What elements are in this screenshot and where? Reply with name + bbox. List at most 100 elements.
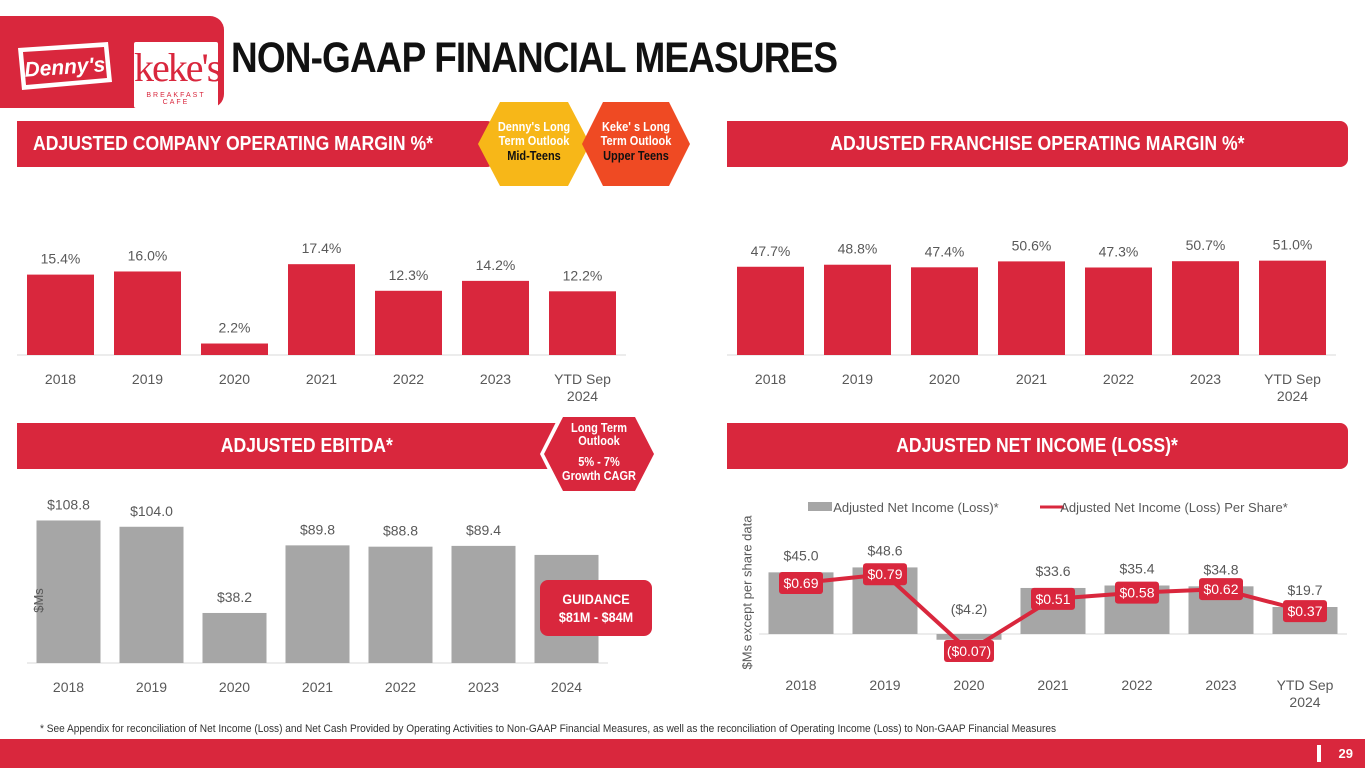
- ebitda-data-label: $108.8: [47, 496, 90, 512]
- guidance-value: $81M - $84M: [558, 609, 634, 625]
- per-share-label: $0.62: [1203, 581, 1238, 597]
- franchise_margin-bar: [1259, 260, 1326, 355]
- franchise_margin-tick-label: 2021: [1016, 371, 1047, 387]
- franchise_margin-bar: [737, 266, 804, 355]
- dennys-outlook-line1: Denny's Long: [497, 120, 571, 134]
- ebitda-data-label: $89.8: [300, 521, 335, 537]
- dennys-outlook-value: Mid-Teens: [507, 149, 561, 163]
- per-share-label-box: [944, 640, 994, 662]
- bottom-bar: 29: [0, 739, 1365, 768]
- kekes-logo-text: keke's: [134, 45, 222, 90]
- per-share-label-box: [1031, 587, 1075, 610]
- logo-panel: Denny's keke's BREAKFAST CAFE: [0, 16, 224, 108]
- per-share-label: ($0.07): [947, 643, 991, 659]
- section-bar-franchise-margin: ADJUSTED FRANCHISE OPERATING MARGIN %*: [727, 121, 1348, 167]
- net-income-tick-label: 2018: [785, 677, 816, 693]
- ebitda-data-label: $89.4: [466, 522, 501, 538]
- net-income-bar-label: $35.4: [1119, 561, 1154, 577]
- ebitda-tick-label: 2023: [468, 679, 499, 695]
- per-share-label: $0.37: [1287, 603, 1322, 619]
- net-income-tick-label: 2020: [953, 677, 984, 693]
- ebitda-outlook-line2: Outlook: [578, 434, 620, 448]
- section-title-company-margin: ADJUSTED COMPANY OPERATING MARGIN %*: [33, 132, 433, 155]
- net-income-ylabel: $Ms except per share data: [739, 515, 755, 670]
- per-share-label: $0.58: [1119, 585, 1154, 601]
- ebitda-outlook-line4: Growth CAGR: [562, 469, 636, 483]
- company_margin-bar: [288, 264, 355, 355]
- company_margin-data-label: 12.2%: [563, 267, 603, 283]
- franchise_margin-tick-label: YTD Sep 2024: [1264, 371, 1321, 404]
- per-share-label-box: [1115, 581, 1159, 604]
- per-share-label-box: [863, 563, 907, 586]
- company_margin-bar: [114, 271, 181, 355]
- net-income-tick-label: 2022: [1121, 677, 1152, 693]
- per-share-label-box: [779, 572, 823, 594]
- company_margin-data-label: 16.0%: [128, 247, 168, 263]
- franchise_margin-data-label: 47.4%: [925, 243, 965, 259]
- legend-label-bar: Adjusted Net Income (Loss)*: [833, 500, 998, 515]
- kekes-outlook-value: Upper Teens: [603, 149, 669, 163]
- dennys-logo: Denny's: [18, 42, 112, 90]
- ebitda-outlook-line3: 5% - 7%: [578, 455, 620, 469]
- ebitda-tick-label: 2024: [551, 679, 582, 695]
- net-income-tick-label: 2019: [869, 677, 900, 693]
- hexagon-shape: [478, 102, 590, 186]
- ebitda-outlook-badge: Long Term Outlook 5% - 7% Growth CAGR: [540, 414, 658, 494]
- legend-label-line: Adjusted Net Income (Loss) Per Share*: [1060, 500, 1288, 515]
- dennys-outlook-badge: Denny's Long Term Outlook Mid-Teens: [478, 102, 590, 186]
- section-title-net-income: ADJUSTED NET INCOME (LOSS)*: [896, 434, 1179, 457]
- franchise_margin-bar: [1085, 267, 1152, 355]
- franchise_margin-bar: [911, 267, 978, 355]
- kekes-outlook-badge: Keke' s Long Term Outlook Upper Teens: [582, 102, 690, 186]
- per-share-label-box: [1283, 600, 1327, 623]
- company_margin-bar: [462, 280, 529, 355]
- net-income-bar-label: $34.8: [1203, 561, 1238, 577]
- page-marker: [1317, 745, 1321, 762]
- section-bar-company-margin: ADJUSTED COMPANY OPERATING MARGIN %*: [17, 121, 495, 167]
- franchise_margin-bar: [824, 264, 891, 355]
- footnote: * See Appendix for reconciliation of Net…: [40, 723, 1057, 735]
- franchise_margin-tick-label: 2020: [929, 371, 960, 387]
- company_margin-data-label: 12.3%: [389, 267, 429, 283]
- ebitda-bar: [451, 545, 516, 663]
- ebitda-data-label: $38.2: [217, 589, 252, 605]
- dennys-logo-text: Denny's: [24, 53, 106, 82]
- ebitda-bar: [36, 520, 101, 663]
- kekes-logo-subtext: BREAKFAST CAFE: [146, 92, 206, 106]
- company_margin-tick-label: 2022: [393, 371, 424, 387]
- company_margin-bar: [549, 291, 616, 355]
- company_margin-tick-label: 2018: [45, 371, 76, 387]
- company_margin-data-label: 14.2%: [476, 257, 516, 273]
- company_margin-tick-label: YTD Sep 2024: [554, 371, 611, 404]
- kekes-outlook-line2: Term Outlook: [600, 134, 672, 148]
- net-income-bar-label: ($4.2): [951, 601, 988, 617]
- net-income-bar-label: $48.6: [867, 542, 902, 558]
- ebitda-data-label: $104.0: [130, 503, 173, 519]
- per-share-label: $0.79: [867, 566, 902, 582]
- net-income-tick-label: YTD Sep 2024: [1277, 677, 1334, 710]
- ebitda-tick-label: 2022: [385, 679, 416, 695]
- ebitda-data-label: $88.8: [383, 523, 418, 539]
- ebitda-bar: [285, 545, 350, 663]
- legend-swatch-bar: [808, 502, 832, 511]
- per-share-label: $0.51: [1035, 591, 1070, 607]
- company_margin-bar: [201, 343, 268, 355]
- section-bar-net-income: ADJUSTED NET INCOME (LOSS)*: [727, 423, 1348, 469]
- franchise_margin-data-label: 51.0%: [1273, 237, 1313, 253]
- franchise_margin-tick-label: 2019: [842, 371, 873, 387]
- net-income-bar: [936, 634, 1002, 640]
- company_margin-tick-label: 2021: [306, 371, 337, 387]
- company_margin-bar: [375, 290, 442, 355]
- kekes-logo: keke's BREAKFAST CAFE: [134, 42, 222, 108]
- company_margin-data-label: 2.2%: [219, 320, 251, 336]
- section-title-ebitda: ADJUSTED EBITDA*: [220, 434, 394, 457]
- hexagon-shape: [540, 414, 658, 494]
- company_margin-tick-label: 2023: [480, 371, 511, 387]
- franchise_margin-bar: [1172, 261, 1239, 355]
- dennys-outlook-line2: Term Outlook: [498, 134, 570, 148]
- ebitda-ylabel: $Ms: [30, 588, 46, 613]
- page-number: 29: [1338, 746, 1353, 761]
- company_margin-data-label: 15.4%: [41, 251, 81, 267]
- franchise_margin-data-label: 50.6%: [1012, 237, 1052, 253]
